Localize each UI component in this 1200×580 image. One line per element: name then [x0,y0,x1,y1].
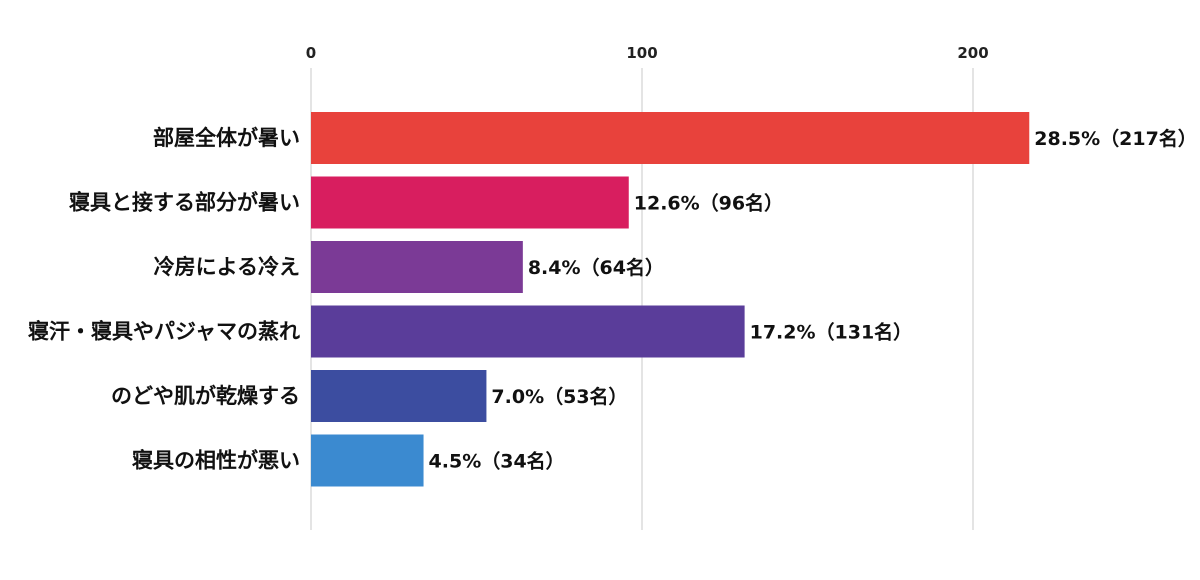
x-tick-label: 200 [957,44,988,62]
category-label: 冷房による冷え [154,255,300,279]
category-label: のどや肌が乾燥する [111,384,300,408]
value-labels: 28.5%（217名） 12.6%（96名） 8.4%（64名） 17.2%（131名… [429,127,1197,473]
data-label: 4.5%（34名） [429,450,565,473]
bars [311,112,1030,487]
x-tick-label: 100 [626,44,657,62]
category-label: 寝具と接する部分が暑い [69,191,300,215]
category-label: 部屋全体が暑い [153,126,300,150]
x-tick-label: 0 [306,44,316,62]
bar [311,305,745,358]
bar [311,241,523,293]
bar [311,370,487,422]
data-label: 7.0%（53名） [491,385,627,408]
category-labels: 部屋全体が暑い寝具と接する部分が暑い冷房による冷え寝汗・寝具やパジャマの蒸れのど… [28,126,300,473]
bar [311,112,1030,164]
data-label: 8.4%（64名） [528,256,664,279]
category-label: 寝汗・寝具やパジャマの蒸れ [28,320,300,344]
bar [311,176,629,229]
data-label: 28.5%（217名） [1034,127,1197,150]
data-label: 17.2%（131名） [750,321,913,344]
bar [311,434,424,487]
x-axis-ticks: 0 100 200 [306,44,989,62]
data-label: 12.6%（96名） [634,192,783,215]
category-label: 寝具の相性が悪い [132,449,300,473]
